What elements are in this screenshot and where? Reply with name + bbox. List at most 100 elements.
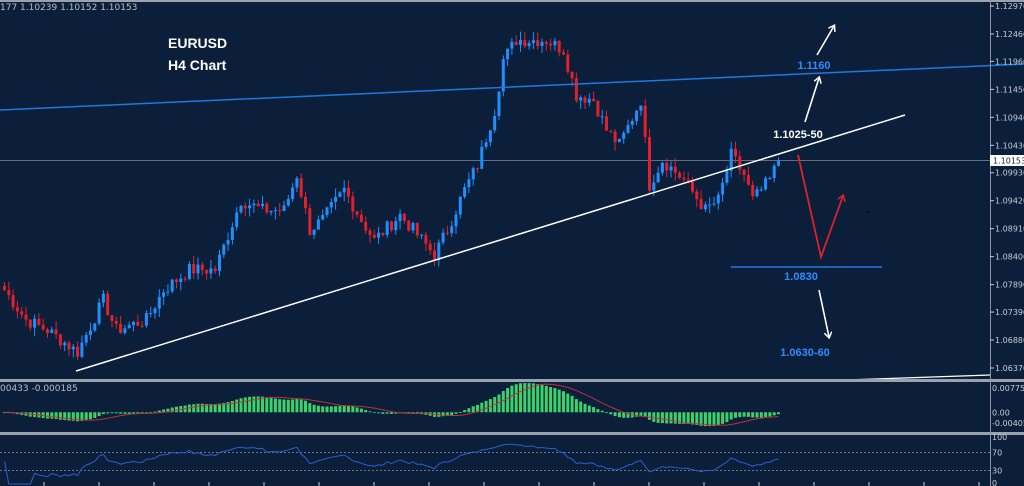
red-path-arrow-icon [797,154,843,261]
macd-bar [501,391,505,413]
macd-bar [213,404,217,413]
candle [248,198,252,217]
candle [226,232,230,252]
candle [149,306,153,318]
target-high-label: 1.1160 [797,60,830,72]
candle-body [119,323,123,333]
candle-body [273,210,277,212]
candle-body [278,210,282,212]
candle [239,205,243,214]
candle-body [665,162,669,171]
top-border [0,0,1024,2]
candle-body [570,71,574,79]
candle [299,173,303,199]
candle-body [24,314,28,320]
macd-bar [613,412,617,417]
macd-bar [299,399,303,413]
candle [626,119,630,134]
candle-body [329,201,333,208]
macd-bar [239,398,243,413]
candle-body [622,132,626,139]
candle-body [37,318,41,325]
macd-bar [127,412,131,414]
candle [738,150,742,175]
candle [355,211,359,218]
candle-body [402,213,406,221]
candle-body [764,178,768,190]
candle-body [390,221,393,231]
macd-bar [321,406,325,413]
candle-body [738,156,742,170]
candle [617,138,621,143]
candle [377,226,381,244]
candle [295,176,299,193]
macd-bar [463,410,467,413]
candle [656,166,660,183]
candle [402,213,406,224]
trend-line[interactable] [75,114,906,372]
macd-bar [269,397,273,413]
candle-body [583,97,587,103]
macd-bar [187,404,191,413]
channel-line[interactable] [0,63,1024,111]
macd-bar [325,406,329,413]
candle [691,176,694,194]
candle-body [347,187,350,197]
candle-body [768,178,772,180]
panel-separator[interactable] [0,379,1024,382]
candle-body [368,230,372,235]
candle [648,128,651,194]
macd-bar [669,412,673,424]
candle-body [342,187,346,193]
candle-body [359,214,363,222]
candle [89,322,92,340]
candle-body [476,168,479,170]
candle-body [252,203,256,206]
price-axis[interactable]: 1.12970 1.12460 1.11960 1.11450 1.10940 1.104… [990,2,1024,486]
candle-body [372,234,376,238]
candle-body [471,168,475,180]
candle-body [609,130,613,132]
macd-bar [596,409,600,413]
candle-body [93,323,97,331]
candle-body [519,40,522,45]
candle [454,210,458,234]
candle-body [544,41,548,44]
candle [566,49,570,74]
macd-bar [308,403,312,413]
macd-bar [643,412,647,417]
panel-separator[interactable] [0,432,1024,435]
candle-body [110,315,114,321]
candle [488,130,492,147]
macd-bar [218,403,221,413]
candle [523,31,527,49]
candle-body [712,203,716,205]
candle [364,216,368,234]
candle-body [527,43,531,47]
candle [433,242,436,267]
candle [445,225,449,236]
candle-body [454,214,458,227]
macd-bar [390,412,393,414]
candle-body [127,324,131,329]
macd-bar [106,412,110,414]
candle [166,284,170,297]
macd-bar [329,406,333,413]
macd-bar [153,411,157,413]
candle [708,197,712,214]
macd-bar [76,412,80,422]
candle-body [123,328,127,333]
rsi-line [4,443,779,485]
macd-bar [605,412,608,414]
candle [639,105,643,116]
candle [291,183,295,202]
price-tick-label: 1.10940 [995,113,1024,122]
candle-body [639,105,643,111]
price-tick-label: 1.12970 [995,2,1024,11]
candle-body [424,234,428,244]
candle-body [351,196,355,212]
candle-body [15,307,19,312]
candle [132,320,135,332]
